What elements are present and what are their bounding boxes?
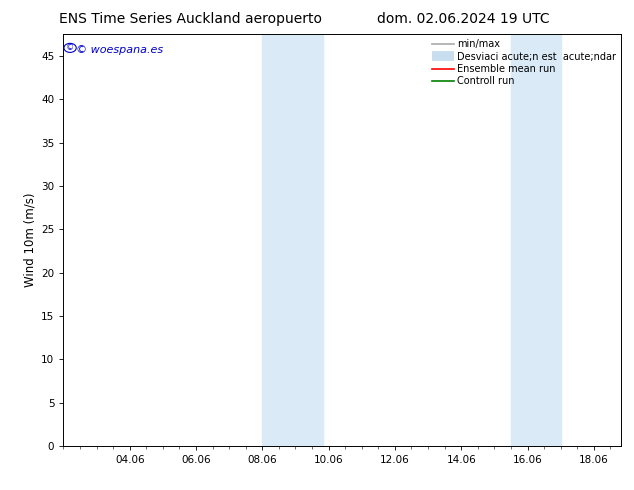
Text: © woespana.es: © woespana.es	[75, 45, 163, 54]
Bar	[262, 34, 323, 446]
Text: ©: ©	[66, 44, 74, 52]
Text: ENS Time Series Auckland aeropuerto: ENS Time Series Auckland aeropuerto	[59, 12, 321, 26]
Legend: min/max, Desviaci acute;n est  acute;ndar, Ensemble mean run, Controll run: min/max, Desviaci acute;n est acute;ndar…	[430, 37, 618, 88]
Bar	[511, 34, 560, 446]
Y-axis label: Wind 10m (m/s): Wind 10m (m/s)	[24, 193, 37, 287]
Text: dom. 02.06.2024 19 UTC: dom. 02.06.2024 19 UTC	[377, 12, 549, 26]
